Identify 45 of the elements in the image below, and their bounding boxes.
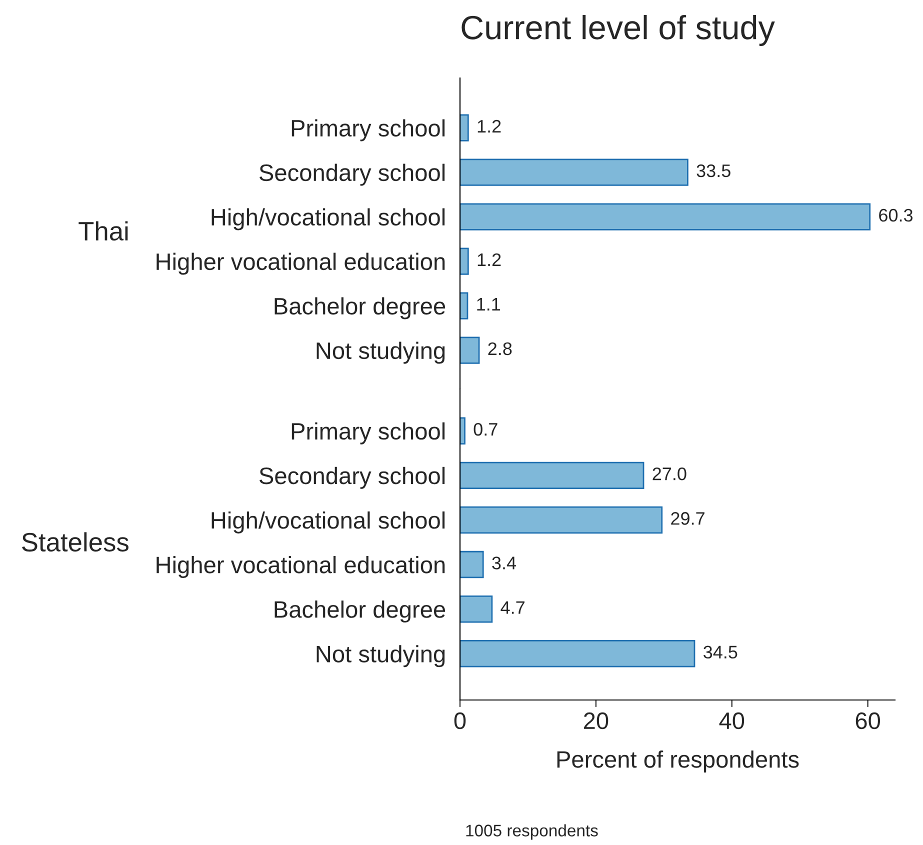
y-tick-label: High/vocational school [212, 511, 445, 534]
x-axis-title: Percent of respondents [557, 750, 799, 772]
y-tick-label: Secondary school [260, 164, 445, 186]
data-label: 3.4 [492, 556, 516, 570]
data-label: 0.7 [474, 422, 498, 436]
bar [460, 292, 468, 320]
bar [460, 506, 663, 534]
data-label: 2.8 [488, 342, 512, 356]
chart-title: Current level of study [462, 14, 775, 46]
bar [460, 462, 644, 490]
bar [460, 336, 480, 364]
bar [460, 203, 871, 230]
x-tick-label: 0 [454, 712, 466, 730]
y-tick-label: Higher vocational education [156, 556, 445, 578]
x-tick-label: 40 [719, 712, 744, 730]
y-tick-label: Secondary school [260, 466, 445, 489]
y-tick-label: Not studying [316, 645, 445, 668]
data-label: 1.1 [477, 298, 500, 310]
data-label: 4.7 [500, 601, 524, 614]
y-tick-label: Primary school [292, 119, 445, 142]
bar [460, 550, 484, 578]
data-label: 1.2 [478, 120, 501, 132]
text: 1005 respondents [466, 824, 598, 840]
data-label: 27.0 [652, 468, 686, 480]
bar [460, 640, 696, 668]
bar [460, 114, 469, 142]
x-tick-label: 60 [856, 712, 880, 730]
data-label: 29.7 [671, 512, 704, 525]
y-axis-title: Stateless [22, 532, 128, 552]
bar [460, 248, 469, 275]
y-tick-label: Higher vocational education [156, 252, 445, 275]
x-tick-label: 20 [584, 712, 608, 730]
y-tick-label: Primary school [292, 422, 445, 444]
y-tick-label: Not studying [316, 342, 445, 364]
y-tick-label: Bachelor degree [274, 297, 446, 320]
bar [460, 595, 493, 623]
y-axis-title: Thai [78, 221, 128, 241]
data-label: 34.5 [704, 646, 738, 659]
data-label: 33.5 [696, 164, 730, 178]
data-label: 60.3 [879, 208, 913, 222]
data-label: 1.2 [478, 253, 501, 266]
bar [460, 158, 688, 186]
bar [460, 417, 466, 444]
y-tick-label: High/vocational school [212, 208, 445, 230]
y-tick-label: Bachelor degree [274, 600, 446, 623]
